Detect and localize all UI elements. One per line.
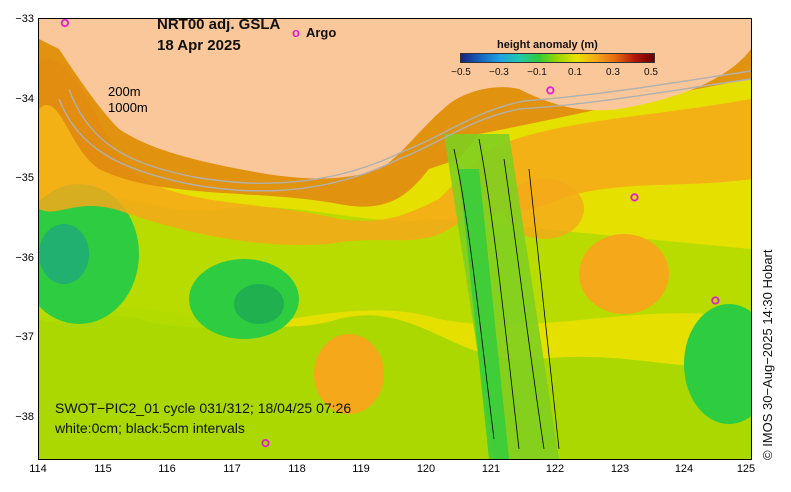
argo-legend: o Argo: [292, 25, 336, 40]
map-title-date: 18 Apr 2025: [157, 37, 241, 54]
swot-contour-info: white:0cm; black:5cm intervals: [55, 420, 245, 436]
x-tick-label: 124: [674, 463, 694, 475]
colorbar-tick-label: 0.3: [606, 67, 620, 78]
x-tick-label: 121: [481, 463, 501, 475]
x-tick-label: 118: [288, 463, 306, 475]
colorbar-tick-label: −0.3: [489, 67, 509, 78]
height-anomaly-map: [39, 19, 751, 459]
argo-marker-icon: o: [292, 25, 300, 40]
argo-float-marker[interactable]: [60, 19, 69, 28]
x-tick-label: 125: [736, 463, 756, 475]
colorbar: [460, 53, 655, 63]
colorbar-tick-label: −0.5: [451, 67, 471, 78]
y-tick-label: −35: [15, 172, 34, 184]
x-tick-label: 116: [158, 463, 176, 475]
x-tick-label: 114: [29, 463, 47, 475]
argo-float-marker[interactable]: [261, 439, 270, 448]
map-frame[interactable]: [38, 18, 752, 460]
y-tick-label: −36: [15, 252, 34, 264]
x-tick-label: 122: [545, 463, 565, 475]
x-tick-label: 119: [352, 463, 370, 475]
x-tick-label: 123: [610, 463, 630, 475]
argo-float-marker[interactable]: [711, 296, 720, 305]
y-tick-label: −38: [15, 411, 34, 423]
depth-contour-label-1000: 1000m: [108, 100, 148, 115]
imos-credit: © IMOS 30−Aug−2025 14:30 Hobart: [760, 249, 775, 461]
x-tick-label: 117: [223, 463, 241, 475]
depth-contour-label-200: 200m: [108, 84, 141, 99]
colorbar-title: height anomaly (m): [497, 39, 598, 51]
colorbar-tick-label: 0.1: [568, 67, 582, 78]
y-tick-label: −37: [15, 331, 34, 343]
swot-pass-info: SWOT−PIC2_01 cycle 031/312; 18/04/25 07:…: [55, 400, 352, 416]
map-title-product: NRT00 adj. GSLA: [157, 16, 281, 33]
colorbar-tick-label: 0.5: [644, 67, 658, 78]
y-tick-label: −33: [15, 13, 34, 25]
colorbar-tick-label: −0.1: [527, 67, 547, 78]
argo-legend-label: Argo: [305, 25, 337, 40]
y-tick-label: −34: [15, 93, 34, 105]
x-tick-label: 115: [94, 463, 112, 475]
x-tick-label: 120: [416, 463, 436, 475]
argo-float-marker[interactable]: [546, 86, 555, 95]
argo-float-marker[interactable]: [630, 193, 639, 202]
